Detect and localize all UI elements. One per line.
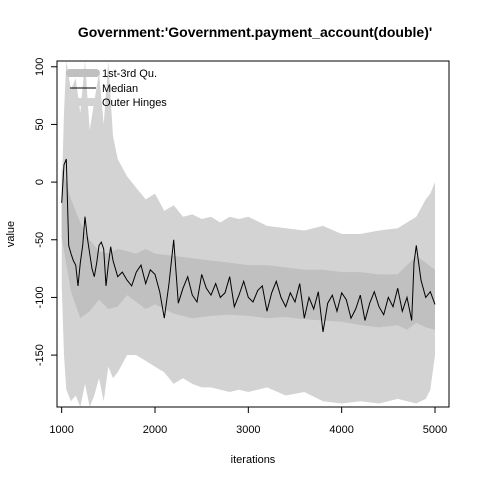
chart-title: Government:'Government.payment_account(d… <box>78 24 432 40</box>
y-tick-label: -150 <box>34 344 46 366</box>
y-axis: -150 -100 -50 0 50 100 <box>34 58 57 366</box>
x-tick-label: 2000 <box>143 424 167 436</box>
quartiles-band <box>61 168 435 330</box>
y-tick-label: -50 <box>34 232 46 248</box>
legend-label-outer-hinges: Outer Hinges <box>102 97 167 109</box>
y-tick-label: 0 <box>34 179 46 185</box>
plot-area <box>61 61 436 407</box>
x-tick-label: 1000 <box>49 424 73 436</box>
legend-label-quartiles: 1st-3rd Qu. <box>102 68 157 80</box>
outer-hinges-band <box>61 61 435 407</box>
legend-label-median: Median <box>102 83 138 95</box>
y-tick-label: -100 <box>34 286 46 308</box>
legend: 1st-3rd Qu. Median Outer Hinges <box>66 68 167 109</box>
x-axis-label: iterations <box>231 454 276 466</box>
y-tick-label: 100 <box>34 58 46 76</box>
y-tick-label: 50 <box>34 118 46 130</box>
x-tick-label: 4000 <box>329 424 353 436</box>
median-line <box>61 158 436 333</box>
x-axis: 1000 2000 3000 4000 5000 <box>49 407 447 436</box>
x-tick-label: 3000 <box>236 424 260 436</box>
x-tick-label: 5000 <box>423 424 447 436</box>
y-axis-label: value <box>5 221 17 247</box>
plot-frame <box>56 60 450 408</box>
